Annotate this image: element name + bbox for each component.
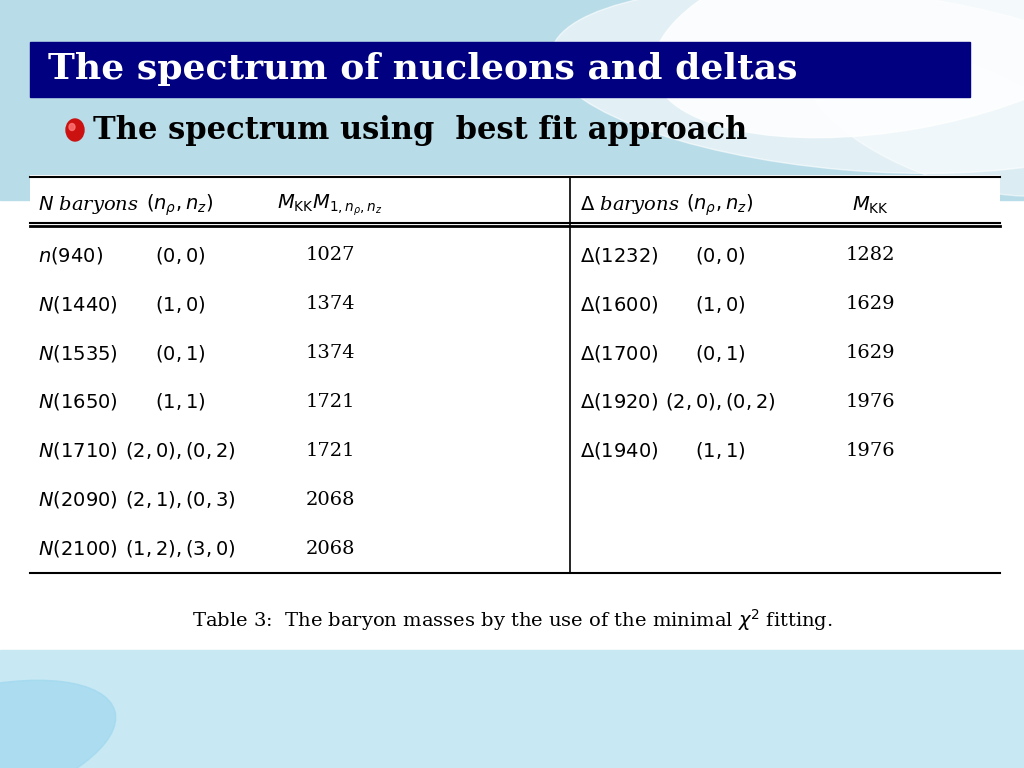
- Text: $(2, 0), (0, 2)$: $(2, 0), (0, 2)$: [665, 392, 775, 412]
- Text: $\Delta(1920)$: $\Delta(1920)$: [580, 392, 658, 412]
- Text: $(0, 0)$: $(0, 0)$: [155, 245, 205, 266]
- Text: 1282: 1282: [845, 247, 895, 264]
- Text: 1374: 1374: [305, 295, 354, 313]
- Text: $(1, 2), (3, 0)$: $(1, 2), (3, 0)$: [125, 538, 236, 559]
- Text: $\Delta$ baryons: $\Delta$ baryons: [580, 194, 680, 216]
- Text: $(1, 0)$: $(1, 0)$: [155, 294, 205, 315]
- Ellipse shape: [808, 44, 1024, 197]
- Text: Table 3:  The baryon masses by the use of the minimal $\chi^2$ fitting.: Table 3: The baryon masses by the use of…: [191, 607, 833, 633]
- Ellipse shape: [0, 680, 116, 768]
- Text: 2068: 2068: [305, 491, 354, 508]
- Text: $(1, 0)$: $(1, 0)$: [695, 294, 745, 315]
- Text: $\Delta(1940)$: $\Delta(1940)$: [580, 440, 658, 462]
- Ellipse shape: [69, 124, 75, 131]
- Text: $(0, 0)$: $(0, 0)$: [695, 245, 745, 266]
- Text: $N(1710)$: $N(1710)$: [38, 440, 118, 462]
- Text: $(n_\rho, n_z)$: $(n_\rho, n_z)$: [146, 192, 214, 218]
- Bar: [30, 175, 1000, 575]
- Text: 1976: 1976: [845, 442, 895, 460]
- Text: $N$ baryons: $N$ baryons: [38, 194, 139, 216]
- Text: $n(940)$: $n(940)$: [38, 245, 103, 266]
- Text: $\Delta(1700)$: $\Delta(1700)$: [580, 343, 658, 363]
- Text: $N(1440)$: $N(1440)$: [38, 294, 118, 315]
- Text: $(0, 1)$: $(0, 1)$: [155, 343, 205, 363]
- Ellipse shape: [66, 119, 84, 141]
- Text: $M_{\rm KK}$: $M_{\rm KK}$: [852, 194, 889, 216]
- Text: 1721: 1721: [305, 393, 354, 411]
- Text: 1976: 1976: [845, 393, 895, 411]
- Text: The spectrum using  best fit approach: The spectrum using best fit approach: [93, 114, 748, 145]
- Text: 1027: 1027: [305, 247, 354, 264]
- Text: $(2, 1), (0, 3)$: $(2, 1), (0, 3)$: [125, 489, 236, 510]
- Text: The spectrum of nucleons and deltas: The spectrum of nucleons and deltas: [48, 52, 798, 87]
- Text: 1721: 1721: [305, 442, 354, 460]
- Text: 2068: 2068: [305, 540, 354, 558]
- Text: 1629: 1629: [845, 344, 895, 362]
- Text: $(1, 1)$: $(1, 1)$: [695, 440, 745, 462]
- Text: $(2, 0), (0, 2)$: $(2, 0), (0, 2)$: [125, 440, 236, 462]
- Text: $N(1535)$: $N(1535)$: [38, 343, 118, 363]
- Text: $(1, 1)$: $(1, 1)$: [155, 392, 205, 412]
- Text: $\Delta(1232)$: $\Delta(1232)$: [580, 245, 658, 266]
- Text: 1374: 1374: [305, 344, 354, 362]
- Ellipse shape: [653, 0, 1024, 137]
- Text: $N(1650)$: $N(1650)$: [38, 392, 118, 412]
- Text: $N(2090)$: $N(2090)$: [38, 489, 118, 510]
- Bar: [0, 0, 1024, 200]
- Bar: [0, 650, 1024, 768]
- Text: $(n_\rho, n_z)$: $(n_\rho, n_z)$: [686, 192, 754, 218]
- Text: $(0, 1)$: $(0, 1)$: [695, 343, 745, 363]
- Text: $M_{\rm KK}M_{1,n_\rho,n_z}$: $M_{\rm KK}M_{1,n_\rho,n_z}$: [278, 192, 383, 218]
- Ellipse shape: [551, 0, 1024, 174]
- Text: $N(2100)$: $N(2100)$: [38, 538, 118, 559]
- Text: $\Delta(1600)$: $\Delta(1600)$: [580, 294, 658, 315]
- Text: 1629: 1629: [845, 295, 895, 313]
- Bar: [30, 42, 970, 97]
